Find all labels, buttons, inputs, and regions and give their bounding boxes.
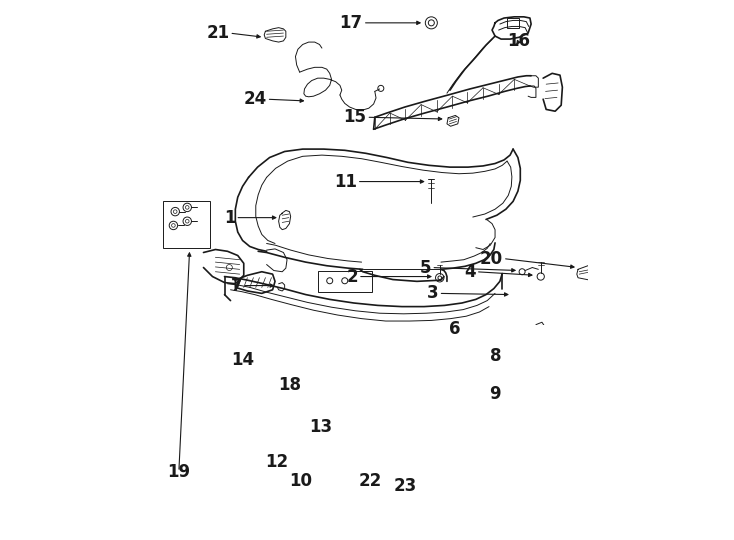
Text: 23: 23 xyxy=(393,477,417,495)
Text: 16: 16 xyxy=(508,32,531,50)
Text: 18: 18 xyxy=(278,376,302,394)
Text: 10: 10 xyxy=(289,472,312,490)
Text: 7: 7 xyxy=(231,276,242,294)
Text: 19: 19 xyxy=(167,463,190,481)
Text: 6: 6 xyxy=(449,320,461,339)
Text: 20: 20 xyxy=(480,249,503,267)
Text: 1: 1 xyxy=(224,208,236,227)
Text: 22: 22 xyxy=(359,472,382,490)
Text: 15: 15 xyxy=(344,108,366,126)
Text: 4: 4 xyxy=(464,263,476,281)
Text: 14: 14 xyxy=(231,350,255,368)
Text: 21: 21 xyxy=(206,24,229,42)
Text: 17: 17 xyxy=(340,14,363,32)
Text: 8: 8 xyxy=(490,347,501,365)
Text: 3: 3 xyxy=(427,285,438,302)
Text: 11: 11 xyxy=(334,173,357,191)
Text: 2: 2 xyxy=(346,267,358,286)
Text: 24: 24 xyxy=(244,90,266,108)
Text: 13: 13 xyxy=(310,418,333,436)
Text: 9: 9 xyxy=(490,385,501,403)
Text: 12: 12 xyxy=(265,453,288,471)
Text: 5: 5 xyxy=(420,259,432,276)
